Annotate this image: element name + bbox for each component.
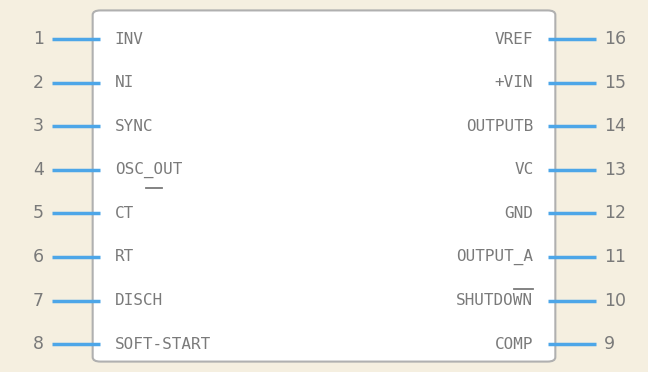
- Text: 14: 14: [604, 117, 626, 135]
- Text: OUTPUTB: OUTPUTB: [466, 119, 533, 134]
- Text: 9: 9: [604, 335, 615, 353]
- Text: 11: 11: [604, 248, 626, 266]
- Text: DISCH: DISCH: [115, 293, 163, 308]
- Text: +VIN: +VIN: [495, 75, 533, 90]
- Text: 15: 15: [604, 74, 626, 92]
- Text: 5: 5: [33, 204, 44, 222]
- Text: RT: RT: [115, 250, 134, 264]
- Text: SOFT-START: SOFT-START: [115, 337, 211, 352]
- Text: 2: 2: [33, 74, 44, 92]
- Text: INV: INV: [115, 32, 144, 46]
- Text: NI: NI: [115, 75, 134, 90]
- Text: 16: 16: [604, 30, 626, 48]
- Text: VREF: VREF: [495, 32, 533, 46]
- Text: GND: GND: [504, 206, 533, 221]
- Text: 8: 8: [33, 335, 44, 353]
- Text: OSC_OUT: OSC_OUT: [115, 162, 182, 178]
- Text: SYNC: SYNC: [115, 119, 153, 134]
- Text: 6: 6: [33, 248, 44, 266]
- Text: 12: 12: [604, 204, 626, 222]
- Text: CT: CT: [115, 206, 134, 221]
- Text: SHUTDOWN: SHUTDOWN: [456, 293, 533, 308]
- Text: COMP: COMP: [495, 337, 533, 352]
- Text: 10: 10: [604, 292, 626, 310]
- FancyBboxPatch shape: [93, 10, 555, 362]
- Text: 1: 1: [33, 30, 44, 48]
- Text: 4: 4: [33, 161, 44, 179]
- Text: 7: 7: [33, 292, 44, 310]
- Text: OUTPUT_A: OUTPUT_A: [456, 249, 533, 265]
- Text: 13: 13: [604, 161, 626, 179]
- Text: 3: 3: [33, 117, 44, 135]
- Text: VC: VC: [514, 162, 533, 177]
